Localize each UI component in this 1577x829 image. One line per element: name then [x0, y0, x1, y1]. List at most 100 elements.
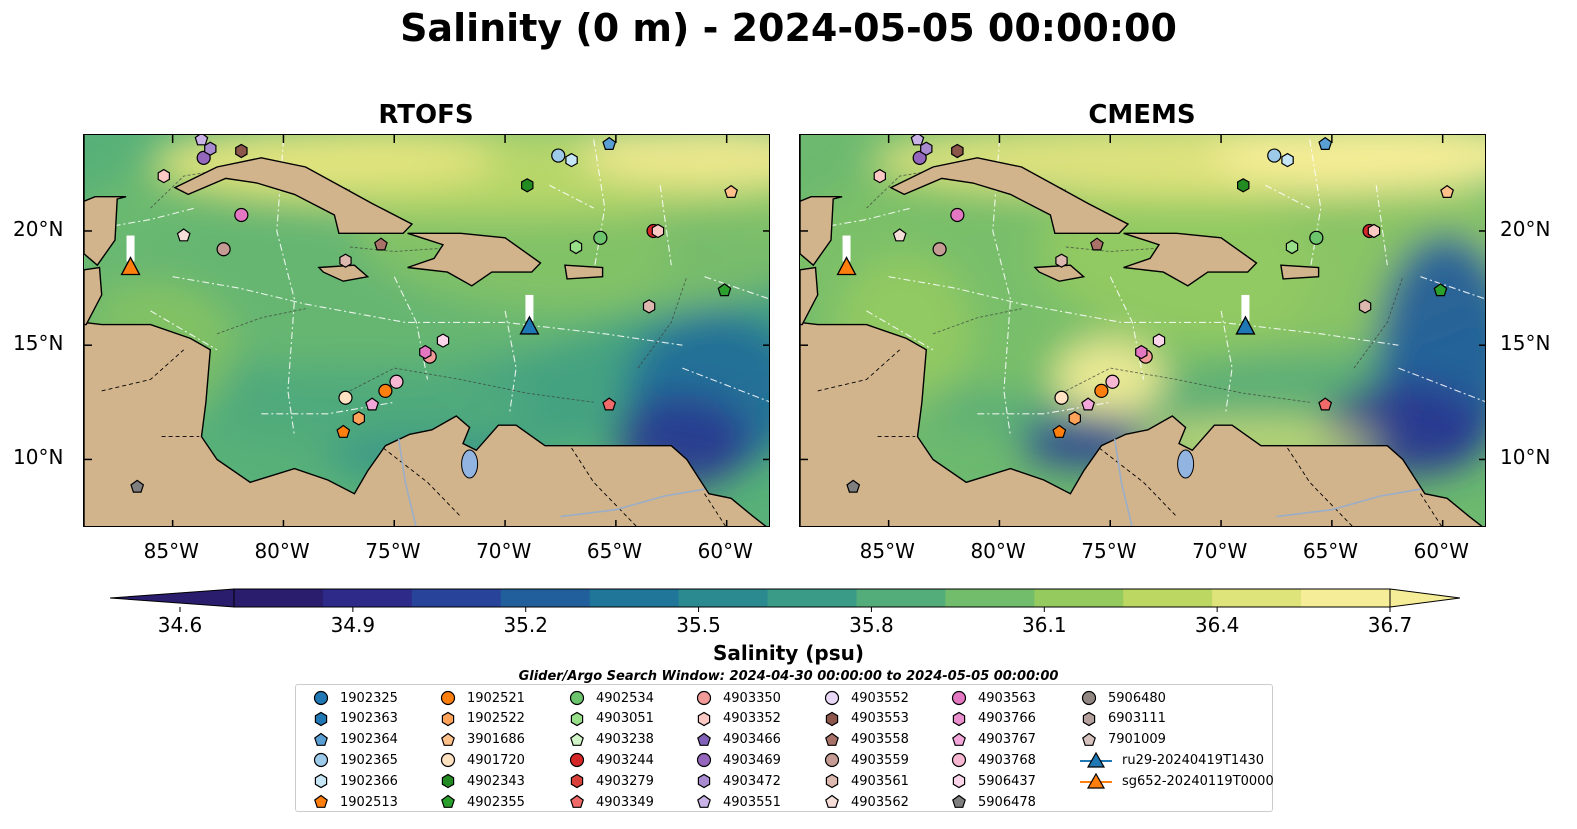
legend-item: 4903562 — [821, 793, 909, 811]
legend: 1902325 1902363 1902364 1902365 1902366 19025… — [295, 684, 1274, 812]
map-canvas — [800, 135, 1485, 526]
glider-marker — [1235, 315, 1256, 335]
legend-float-symbol — [314, 794, 328, 808]
legend-label: 1902513 — [340, 794, 398, 810]
glider-tracks — [120, 235, 540, 335]
salinity-field — [84, 135, 769, 489]
legend-label: 4902534 — [596, 690, 654, 706]
legend-label: 4903562 — [851, 794, 909, 810]
legend-label: 1902366 — [340, 773, 398, 789]
legend-float-symbol — [952, 794, 966, 808]
legend-marker — [441, 711, 455, 726]
map-panel-rtofs[interactable] — [83, 134, 770, 527]
argo-float-marker — [374, 237, 388, 251]
legend-label: 4902343 — [467, 773, 525, 789]
glider-track — [842, 235, 851, 262]
legend-marker — [952, 732, 966, 746]
legend-float-symbol — [697, 794, 711, 808]
map-canvas — [84, 135, 769, 526]
argo-float-marker — [912, 150, 927, 165]
legend-label: 6903111 — [1108, 711, 1166, 727]
legend-float-symbol — [313, 753, 329, 768]
landmass-belize — [84, 266, 103, 326]
legend-item: 4903559 — [821, 751, 909, 769]
legend-label: 4903553 — [851, 711, 909, 727]
argo-float-marker — [1281, 152, 1294, 168]
legend-label: 4903768 — [978, 752, 1036, 768]
argo-float-marker — [1358, 299, 1372, 314]
argo-float-marker — [642, 299, 656, 314]
legend-label: 4903352 — [723, 711, 781, 727]
colorbar-tick-label: 35.5 — [676, 613, 721, 637]
argo-float-marker — [1055, 253, 1068, 268]
colorbar-segment — [411, 589, 502, 607]
legend-item: 4903238 — [566, 731, 654, 749]
legend-item: 4903466 — [693, 731, 781, 749]
argo-float-marker — [1081, 397, 1096, 411]
legend-float-symbol — [569, 753, 585, 768]
legend-float-symbol — [825, 794, 839, 808]
legend-float-symbol — [824, 690, 840, 706]
legend-marker — [440, 690, 456, 706]
legend-label: 4903244 — [596, 752, 654, 768]
legend-label: 1902364 — [340, 732, 398, 748]
legend-item: 4903352 — [693, 710, 781, 728]
lon-tick-label: 75°W — [1081, 539, 1137, 563]
legend-float-symbol — [569, 690, 585, 706]
legend-float-symbol — [697, 711, 711, 726]
legend-marker — [570, 773, 584, 789]
colorbar-segment — [678, 589, 769, 607]
argo-float-marker — [338, 390, 353, 405]
argo-float-marker — [436, 333, 450, 348]
legend-item: 4903766 — [948, 710, 1036, 728]
lat-tick-label-right: 15°N — [1500, 331, 1551, 356]
argo-floats — [846, 135, 1455, 493]
panel-title-rtofs: RTOFS — [378, 100, 474, 130]
argo-float-marker — [651, 223, 665, 239]
colorbar-extend-low — [110, 588, 235, 608]
legend-item: 4903469 — [693, 751, 781, 769]
legend-float-symbol — [952, 732, 966, 746]
argo-float-marker — [196, 150, 211, 165]
glider-track — [1241, 294, 1250, 321]
legend-item: 4903767 — [948, 731, 1036, 749]
landmass-cuba — [889, 157, 1130, 235]
legend-item: 4903558 — [821, 731, 909, 749]
legend-item: 4903244 — [566, 751, 654, 769]
legend-label: 4903559 — [851, 752, 909, 768]
legend-item: 1902521 — [437, 689, 525, 707]
argo-float-marker — [234, 207, 249, 223]
landmass-south-america — [800, 321, 1483, 526]
argo-float-marker — [593, 230, 608, 245]
legend-label: 4903466 — [723, 732, 781, 748]
argo-float-marker — [602, 136, 617, 150]
argo-float-marker — [194, 135, 209, 146]
legend-float-symbol — [570, 773, 584, 789]
rivers — [1113, 438, 1421, 526]
axis-ticks — [800, 135, 1485, 526]
argo-float-marker — [1367, 223, 1381, 239]
legend-marker — [1082, 732, 1096, 746]
panel-title-cmems: CMEMS — [1088, 100, 1196, 130]
legend-float-symbol — [440, 753, 456, 768]
glider-marker — [120, 256, 141, 276]
legend-marker — [314, 711, 328, 726]
legend-marker — [570, 794, 584, 808]
legend-item: 5906478 — [948, 793, 1036, 811]
legend-marker — [313, 690, 329, 706]
legend-item: 4903472 — [693, 772, 781, 790]
landmass-puerto-rico — [564, 264, 604, 280]
lon-tick-label: 70°W — [1192, 539, 1248, 563]
argo-float-marker — [339, 253, 352, 268]
argo-float-marker — [216, 242, 231, 257]
colorbar-segment — [1212, 589, 1302, 607]
colorbar — [110, 588, 1460, 612]
legend-item: 4901720 — [437, 751, 525, 769]
argo-float-marker — [602, 397, 617, 411]
argo-float-marker — [1152, 333, 1166, 348]
colorbar-tick-label: 36.1 — [1022, 613, 1067, 637]
legend-marker — [313, 753, 329, 768]
map-panel-cmems[interactable] — [799, 134, 1486, 527]
lat-tick-label-left: 10°N — [13, 445, 64, 470]
legend-float-symbol — [952, 773, 966, 789]
